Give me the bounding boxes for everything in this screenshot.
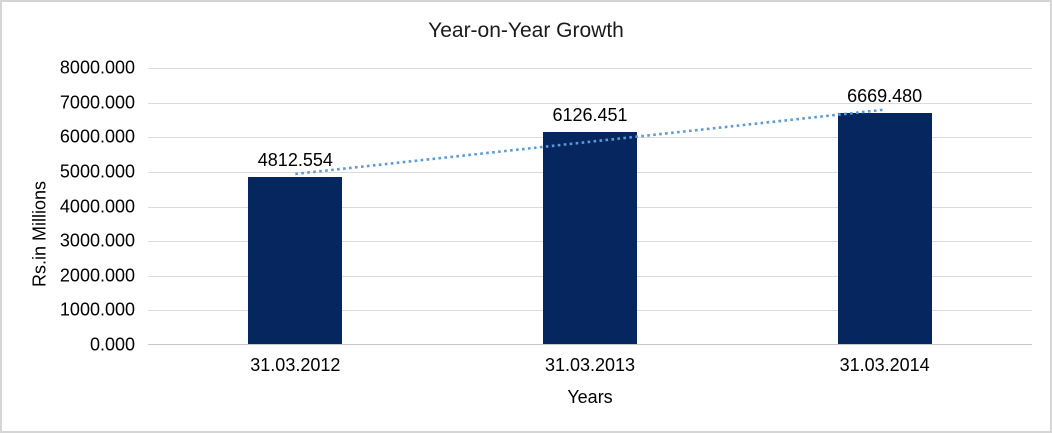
- x-axis-line: [148, 344, 1032, 345]
- x-tick-label: 31.03.2013: [544, 355, 636, 375]
- x-axis-tick-labels: 31.03.2012 31.03.2013 31.03.2014: [148, 355, 1032, 377]
- gridline: [148, 102, 1032, 104]
- x-tick-label: 31.03.2014: [839, 355, 930, 375]
- bar: [543, 131, 637, 344]
- gridline: [148, 68, 1032, 69]
- y-tick-label: 3000.000: [59, 230, 135, 251]
- y-tick-label: 7000.000: [59, 92, 135, 113]
- bar: [248, 177, 343, 344]
- bar: [837, 113, 932, 344]
- plot-area: 4812.554 6126.451 6669.480: [148, 68, 1032, 345]
- y-tick-label: 8000.000: [59, 57, 135, 78]
- x-tick-label: 31.03.2012: [250, 355, 341, 375]
- bar-data-label: 4812.554: [257, 150, 333, 171]
- chart-title: Year-on-Year Growth: [428, 19, 624, 42]
- y-tick-label: 1000.000: [59, 299, 135, 320]
- y-tick-label: 0.000: [89, 334, 135, 355]
- y-tick-label: 5000.000: [59, 161, 135, 182]
- bar-data-label: 6126.451: [552, 104, 628, 125]
- y-tick-label: 2000.000: [59, 265, 135, 286]
- y-tick-label: 6000.000: [59, 126, 135, 147]
- y-tick-label: 4000.000: [59, 196, 135, 216]
- x-axis-title: Years: [567, 387, 613, 407]
- bar-data-label: 6669.480: [847, 86, 923, 107]
- y-axis-tick-labels: 0.000 1000.000 2000.000 3000.000 4000.000 500…: [2, 58, 135, 355]
